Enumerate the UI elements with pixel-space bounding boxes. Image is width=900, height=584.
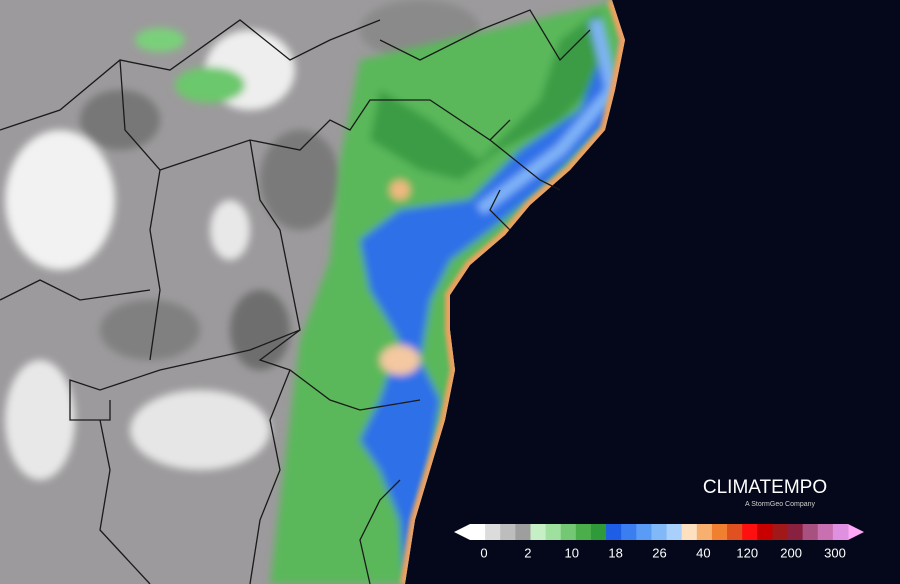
legend-swatch (606, 524, 622, 540)
legend-label: 26 (652, 545, 666, 560)
legend-swatch (817, 524, 834, 540)
legend-swatch (802, 524, 819, 540)
legend-swatch (711, 524, 728, 540)
legend-swatch (742, 524, 758, 540)
legend-swatch (485, 524, 501, 540)
legend-label: 120 (736, 545, 758, 560)
legend-swatch (681, 524, 698, 540)
legend-swatch (787, 524, 804, 540)
legend-label: 18 (608, 545, 622, 560)
legend-swatch (727, 524, 743, 540)
logo: CLIMATEMPO (703, 477, 827, 498)
color-legend: 0 2 10 18 26 40 120 200 300 (454, 524, 864, 560)
legend-swatch (470, 524, 486, 540)
borders (0, 9, 591, 584)
legend-label: 200 (780, 545, 802, 560)
legend-swatch (515, 524, 531, 540)
legend-swatch (575, 524, 592, 540)
legend-label: 2 (524, 545, 531, 560)
legend-swatch (651, 524, 668, 540)
legend-swatch (530, 524, 547, 540)
legend-swatch (560, 524, 577, 540)
legend-swatch (757, 524, 773, 540)
legend-swatch (772, 524, 789, 540)
legend-label: 300 (824, 545, 846, 560)
legend-label: 40 (696, 545, 710, 560)
legend-swatch (621, 524, 637, 540)
legend-swatch (636, 524, 652, 540)
legend-swatch (545, 524, 562, 540)
legend-label: 0 (480, 545, 487, 560)
legend-label: 10 (565, 545, 579, 560)
legend-swatch (500, 524, 516, 540)
legend-swatch (696, 524, 713, 540)
legend-arrow-left (454, 524, 470, 540)
legend-arrow-right (848, 524, 864, 540)
logo-tagline: A StormGeo Company (745, 501, 816, 508)
legend-swatch (666, 524, 683, 540)
legend-swatch (832, 524, 849, 540)
legend-swatch (590, 524, 607, 540)
